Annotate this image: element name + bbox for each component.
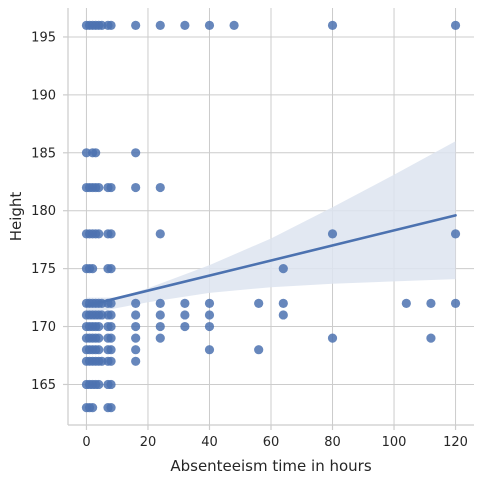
data-point (254, 298, 264, 308)
data-point (327, 20, 338, 30)
data-point (426, 333, 436, 343)
regression-line (85, 214, 457, 307)
data-point (254, 345, 264, 355)
data-point (131, 356, 141, 366)
data-point (327, 333, 338, 343)
data-point (155, 20, 165, 30)
x-tick-label: 0 (82, 435, 90, 450)
data-point (155, 229, 165, 239)
data-point (106, 182, 116, 193)
data-point (155, 321, 165, 332)
data-point (94, 229, 104, 239)
data-point (131, 333, 141, 343)
data-point (88, 403, 98, 413)
data-point (426, 298, 436, 308)
axes (63, 8, 474, 430)
data-point (450, 229, 461, 239)
data-point (401, 298, 411, 308)
data-point (278, 298, 288, 308)
data-point (278, 264, 288, 274)
y-tick-label: 165 (31, 378, 56, 393)
data-point (155, 298, 165, 308)
y-tick-label: 195 (31, 30, 56, 45)
data-point (229, 20, 239, 30)
data-point (155, 333, 165, 343)
data-point (180, 20, 190, 30)
data-point (106, 356, 116, 366)
regression-line-layer (85, 214, 457, 307)
data-point (155, 182, 165, 193)
confidence-band (86, 141, 456, 314)
y-tick-label: 170 (31, 320, 56, 335)
data-points (81, 20, 461, 413)
x-tick-label: 80 (324, 435, 341, 450)
data-point (204, 321, 215, 332)
data-point (450, 298, 461, 308)
y-tick-label: 180 (31, 204, 56, 219)
data-point (204, 310, 215, 320)
data-point (106, 321, 116, 332)
data-point (94, 345, 104, 355)
data-point (106, 403, 116, 413)
data-point (131, 310, 141, 320)
tick-labels: 0 20 40 60 80 100 120 165 170 175 180 185 190 195 (31, 30, 468, 450)
data-point (106, 229, 116, 239)
x-tick-label: 20 (140, 435, 157, 450)
data-point (204, 345, 215, 355)
data-point (131, 148, 141, 158)
y-tick-label: 185 (31, 146, 56, 161)
data-point (106, 379, 116, 390)
data-point (106, 310, 116, 320)
x-tick-label: 120 (443, 435, 468, 450)
data-point (131, 20, 141, 30)
data-point (327, 229, 338, 239)
data-point (180, 298, 190, 308)
data-point (94, 379, 104, 390)
data-point (94, 321, 104, 332)
data-point (94, 333, 104, 343)
data-point (131, 345, 141, 355)
data-point (131, 298, 141, 308)
data-point (180, 321, 190, 332)
confidence-band-layer (86, 141, 456, 314)
data-point (94, 182, 104, 193)
x-axis-title: Absenteeism time in hours (170, 457, 371, 475)
data-point (180, 310, 190, 320)
data-point (106, 264, 116, 274)
data-point (106, 345, 116, 355)
x-tick-label: 40 (201, 435, 218, 450)
data-point (131, 182, 141, 193)
data-point (91, 148, 101, 158)
data-point (131, 321, 141, 332)
data-point (204, 20, 215, 30)
data-point (88, 264, 98, 274)
data-point (155, 310, 165, 320)
data-point (278, 310, 288, 320)
y-axis-title: Height (7, 192, 25, 242)
y-tick-label: 175 (31, 262, 56, 277)
x-tick-label: 60 (263, 435, 280, 450)
data-point (106, 20, 116, 30)
data-point (450, 20, 461, 30)
data-point (106, 333, 116, 343)
data-point (204, 298, 215, 308)
x-tick-label: 100 (382, 435, 407, 450)
y-tick-label: 190 (31, 88, 56, 103)
